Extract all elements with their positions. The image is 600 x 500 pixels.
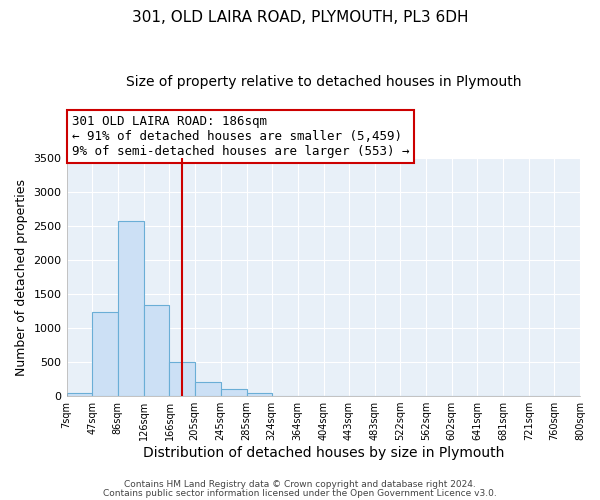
Text: Contains public sector information licensed under the Open Government Licence v3: Contains public sector information licen… xyxy=(103,490,497,498)
Bar xyxy=(67,392,92,396)
Title: Size of property relative to detached houses in Plymouth: Size of property relative to detached ho… xyxy=(125,75,521,89)
Bar xyxy=(247,394,272,396)
Text: 301, OLD LAIRA ROAD, PLYMOUTH, PL3 6DH: 301, OLD LAIRA ROAD, PLYMOUTH, PL3 6DH xyxy=(132,10,468,25)
Y-axis label: Number of detached properties: Number of detached properties xyxy=(15,178,28,376)
Text: Contains HM Land Registry data © Crown copyright and database right 2024.: Contains HM Land Registry data © Crown c… xyxy=(124,480,476,489)
Bar xyxy=(195,382,221,396)
Bar xyxy=(118,220,143,396)
Bar xyxy=(221,388,247,396)
Text: 301 OLD LAIRA ROAD: 186sqm
← 91% of detached houses are smaller (5,459)
9% of se: 301 OLD LAIRA ROAD: 186sqm ← 91% of deta… xyxy=(71,115,409,158)
Bar xyxy=(169,362,195,396)
Bar xyxy=(92,312,118,396)
Bar xyxy=(143,305,169,396)
X-axis label: Distribution of detached houses by size in Plymouth: Distribution of detached houses by size … xyxy=(143,446,504,460)
